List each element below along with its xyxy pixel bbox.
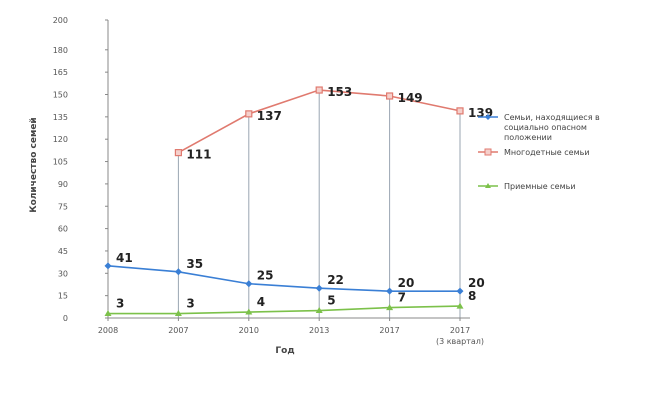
series-1-label-1: 111 [186,148,211,162]
series-0-label-5: 20 [468,276,485,290]
series-0-label-1: 35 [186,257,203,271]
x-axis-label: Год [275,346,294,356]
series-1-label-4: 149 [398,91,423,105]
y-tick-label-4: 60 [58,225,68,234]
series-1-point-2 [245,110,253,118]
series-2-label-3: 5 [327,294,335,308]
x-tick-note-5: (3 квартал) [436,337,484,346]
series-2-label-0: 3 [116,297,124,311]
y-tick-label-5: 75 [58,202,68,211]
legend-label-2: Приемные семьи [504,182,576,191]
series-2-point-0 [104,310,112,317]
x-tick-label-2: 2010 [239,326,259,335]
series-line-0 [107,265,460,292]
series-2-label-1: 3 [186,297,194,311]
y-tick-label-13: 200 [53,16,68,25]
series-1-label-2: 137 [257,109,282,123]
series-2-label-2: 4 [257,295,265,309]
y-tick-label-10: 150 [53,91,68,100]
x-tick-label-3: 2013 [309,326,329,335]
series-0-point-3 [315,284,323,292]
series-1-point-1 [174,149,182,157]
series-2-point-1 [174,310,182,317]
series-2-point-3 [315,307,323,314]
x-tick-label-1: 2007 [168,326,188,335]
series-1-point-3 [315,86,323,94]
y-tick-label-8: 120 [53,135,68,144]
series-0-point-4 [386,287,394,295]
y-tick-label-7: 105 [53,158,68,167]
series-0-label-0: 41 [116,251,133,265]
series-0-point-1 [174,268,182,276]
y-tick-label-3: 45 [58,247,68,256]
x-tick-label-5: 2017 [450,326,470,335]
series-0-label-4: 20 [398,276,415,290]
y-tick-label-1: 15 [58,292,68,301]
series-line-2 [108,305,461,315]
legend-label-1: Многодетные семьи [504,148,590,157]
y-tick-label-9: 135 [53,113,68,122]
series-0-point-5 [456,287,464,295]
x-tick-label-4: 2017 [379,326,399,335]
series-0-point-2 [245,280,253,288]
series-0-label-3: 22 [327,273,344,287]
series-2-label-5: 8 [468,289,476,303]
legend-marker-0 [485,114,491,120]
y-tick-label-12: 180 [53,46,68,55]
series-1-point-5 [456,107,464,115]
x-tick-label-0: 2008 [98,326,118,335]
y-tick-label-0: 0 [63,314,68,323]
series-2-point-5 [456,302,464,309]
series-2-label-4: 7 [398,291,406,305]
legend-label-0: Семьи, находящиеся в социально опасном пол… [504,113,600,142]
series-0-label-2: 25 [257,269,274,283]
y-axis-label: Количество семей [29,117,39,213]
series-2-point-4 [386,304,394,311]
legend-marker-1 [484,148,492,156]
series-0-point-0 [104,262,112,270]
y-tick-label-2: 30 [58,269,68,278]
y-tick-label-11: 165 [53,68,68,77]
legend-marker-2 [485,183,491,188]
series-1-point-4 [386,92,394,100]
series-2-point-2 [245,308,253,315]
y-tick-label-6: 90 [58,180,68,189]
series-1-label-3: 153 [327,85,352,99]
